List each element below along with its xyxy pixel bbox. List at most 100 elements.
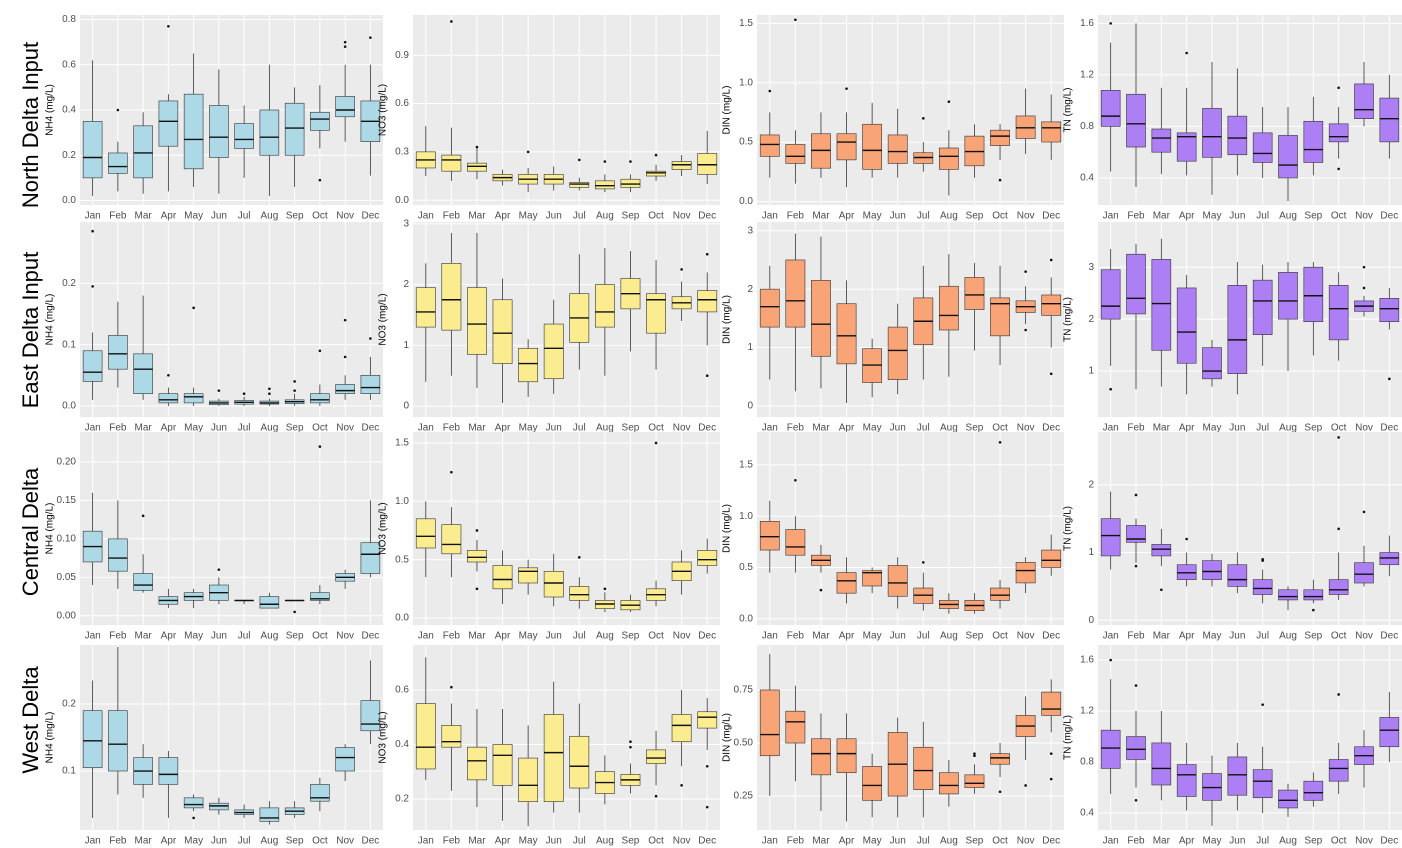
x-tick-label: Apr: [495, 836, 511, 847]
outlier: [1337, 86, 1340, 90]
box-body: [620, 178, 641, 188]
x-tick-label: Feb: [443, 631, 461, 642]
y-tick-label: 1: [403, 340, 409, 351]
x-tick-label: Jan: [85, 211, 101, 222]
box-body: [1278, 589, 1298, 601]
y-tick-label: 0.6: [395, 685, 409, 696]
box: [1015, 270, 1036, 332]
box-body: [310, 784, 330, 802]
box: [887, 717, 908, 818]
outlier: [141, 514, 145, 518]
outlier: [318, 349, 322, 353]
x-tick-label: Oct: [1331, 423, 1347, 434]
outlier: [343, 40, 347, 44]
y-tick-label: 0.25: [734, 791, 754, 802]
box: [862, 338, 883, 398]
x-tick-label: Nov: [1017, 211, 1035, 222]
y-tick-label: 0.0: [739, 613, 753, 624]
outlier: [1134, 493, 1138, 497]
x-tick-label: Mar: [812, 211, 830, 222]
box-body: [492, 565, 513, 590]
x-tick-label: Jul: [1256, 836, 1269, 847]
x-tick-label: Jan: [762, 631, 778, 642]
x-tick-label: May: [519, 836, 538, 847]
box: [594, 160, 615, 193]
x-tick-label: Mar: [135, 423, 153, 434]
outlier: [167, 25, 170, 28]
y-tick-label: 1.6: [1080, 655, 1094, 666]
box-body: [1278, 135, 1298, 179]
x-tick-label: Dec: [698, 836, 716, 847]
y-tick-label: 0.9: [395, 50, 409, 61]
y-axis-title: NO3 (mg/L): [378, 711, 389, 763]
x-tick-label: May: [184, 423, 203, 434]
x-tick-label: Jan: [418, 423, 434, 434]
x-tick-label: Jun: [1229, 211, 1245, 222]
box: [594, 587, 615, 613]
box-body: [467, 746, 487, 781]
y-axis-title: DIN (mg/L): [722, 713, 733, 762]
x-tick-label: Aug: [260, 631, 278, 642]
box-body: [836, 133, 857, 161]
outlier: [242, 392, 246, 395]
box-body: [1202, 347, 1222, 380]
box-body: [1176, 132, 1197, 162]
outlier: [369, 337, 372, 340]
box: [108, 500, 128, 589]
box-body: [887, 134, 908, 164]
x-tick-label: May: [184, 211, 203, 222]
box-body: [1100, 269, 1121, 320]
x-tick-label: Jul: [917, 423, 930, 434]
y-axis-title: TN (mg/L): [1063, 715, 1074, 760]
box-body: [646, 293, 666, 334]
outlier: [1261, 703, 1264, 706]
outlier: [1362, 510, 1366, 514]
box-body: [310, 592, 330, 601]
x-tick-label: Oct: [648, 836, 664, 847]
box: [1379, 74, 1400, 159]
box: [836, 87, 857, 188]
box-body: [1278, 789, 1298, 809]
box-body: [1151, 742, 1172, 786]
x-tick-label: Jan: [762, 211, 778, 222]
plot-background: [80, 222, 383, 417]
box-body: [1379, 97, 1400, 143]
box: [415, 126, 436, 177]
box-body: [1100, 518, 1121, 557]
x-tick-label: Feb: [1127, 836, 1145, 847]
x-tick-label: Apr: [839, 423, 855, 434]
box-body: [990, 297, 1010, 337]
plot-background: [757, 645, 1064, 830]
box-body: [913, 746, 934, 790]
box: [1303, 261, 1324, 356]
box: [964, 262, 985, 351]
box-body: [441, 725, 462, 748]
box: [1227, 552, 1248, 594]
outlier: [1337, 693, 1340, 696]
box-body: [785, 259, 806, 328]
box: [1176, 51, 1197, 176]
plot-background: [80, 645, 383, 830]
outlier: [526, 150, 530, 154]
y-tick-label: 0.75: [734, 685, 754, 696]
box-body: [1278, 272, 1298, 320]
x-tick-label: Sep: [1304, 836, 1322, 847]
box-body: [836, 303, 857, 365]
x-tick-label: Oct: [992, 423, 1008, 434]
box: [1227, 261, 1248, 395]
y-axis-title: NH4 (mg/L): [45, 503, 56, 555]
outlier: [603, 587, 607, 591]
box: [310, 349, 330, 406]
box: [1100, 249, 1121, 391]
box: [913, 265, 934, 380]
box-body: [467, 162, 487, 172]
outlier: [167, 374, 170, 377]
box: [259, 387, 280, 406]
box-body: [1328, 123, 1349, 143]
box-body: [811, 738, 831, 776]
x-tick-label: May: [1203, 836, 1222, 847]
box: [1303, 772, 1324, 807]
x-tick-label: Jun: [890, 211, 906, 222]
outlier: [318, 445, 322, 448]
x-tick-label: Jun: [546, 423, 562, 434]
